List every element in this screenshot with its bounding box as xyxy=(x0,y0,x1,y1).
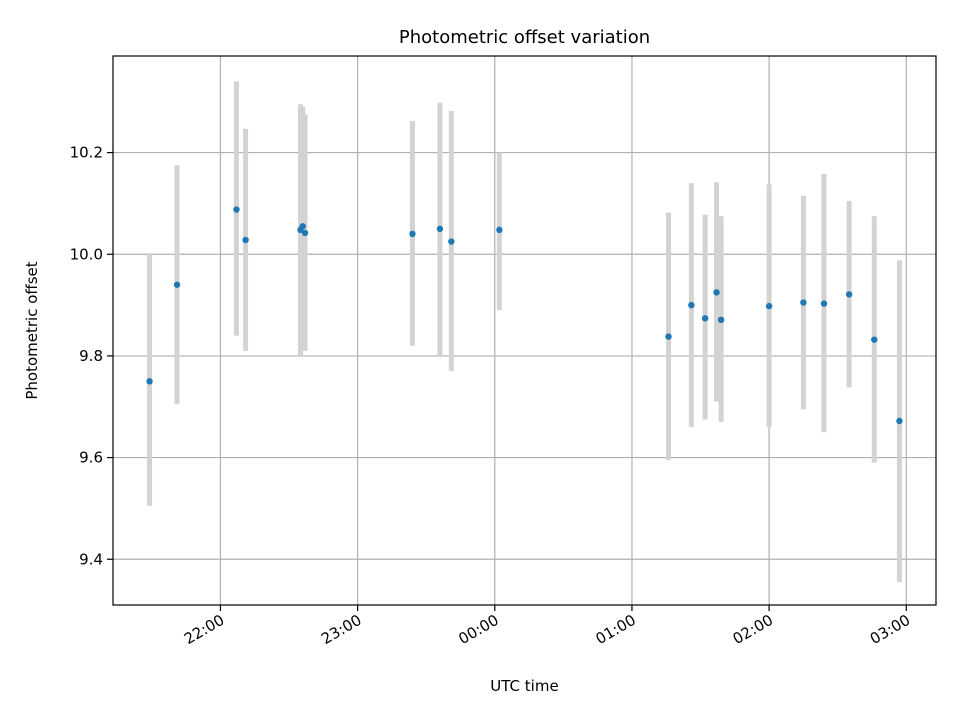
data-point xyxy=(146,378,153,385)
data-point xyxy=(820,300,828,307)
data-point xyxy=(299,223,306,230)
data-points xyxy=(146,206,903,425)
data-point xyxy=(717,316,725,324)
data-point xyxy=(713,289,720,296)
plot-area-frame xyxy=(112,55,937,606)
data-point xyxy=(701,315,709,322)
data-point xyxy=(301,229,309,237)
data-point xyxy=(233,206,240,213)
data-point xyxy=(496,226,503,234)
data-point xyxy=(242,236,249,244)
data-point xyxy=(896,417,903,425)
chart-title: Photometric offset variation xyxy=(399,27,650,48)
y-tick-label: 9.4 xyxy=(79,550,103,568)
data-point xyxy=(800,299,807,306)
data-point xyxy=(409,230,416,238)
data-point xyxy=(845,291,853,298)
x-axis-label: UTC time xyxy=(490,677,558,695)
y-tick-label: 10.2 xyxy=(70,144,103,162)
data-point xyxy=(765,302,773,310)
y-tick-label: 9.6 xyxy=(79,449,103,467)
data-point xyxy=(665,333,672,340)
data-point xyxy=(448,238,455,245)
y-axis-label: Photometric offset xyxy=(23,261,41,399)
y-tick-label: 9.8 xyxy=(79,347,103,365)
data-point xyxy=(436,225,444,233)
data-point xyxy=(871,336,878,343)
y-tick-label: 10.0 xyxy=(70,245,103,263)
data-point xyxy=(173,281,181,288)
y-axis-ticks: 9.4 9.6 9.8 10.0 10.2 xyxy=(70,144,113,568)
data-point xyxy=(688,301,695,309)
